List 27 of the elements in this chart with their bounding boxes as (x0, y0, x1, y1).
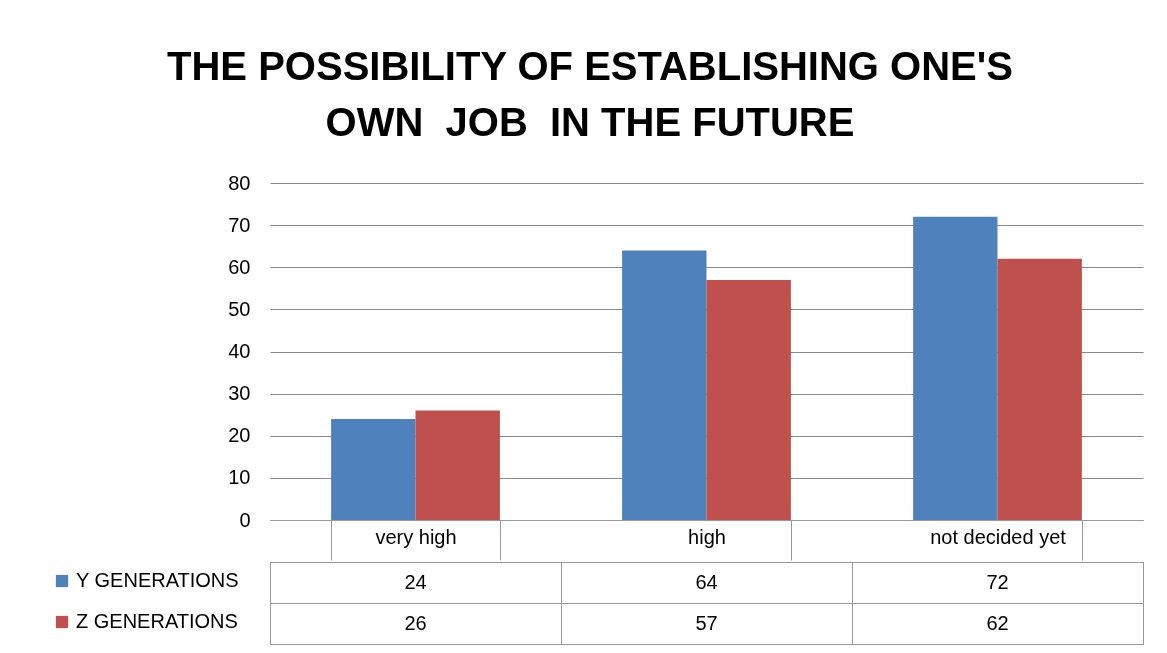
y-tick-label: 0 (239, 508, 251, 531)
x-tick-label: high (688, 525, 726, 548)
y-tick-label: 10 (228, 466, 251, 489)
y-tick-label: 30 (228, 382, 251, 405)
data-label: 62 (986, 611, 1009, 634)
y-tick-label: 40 (228, 340, 251, 362)
bar (913, 216, 998, 520)
data-label: 57 (695, 611, 718, 634)
legend-label: Y GENERATIONS (76, 569, 239, 591)
bar (331, 418, 416, 520)
bar (706, 279, 791, 520)
data-label: 24 (404, 570, 427, 593)
data-label: 26 (404, 611, 427, 634)
bar (415, 410, 500, 520)
legend-label: Z GENERATIONS (76, 610, 238, 632)
y-tick-label: 80 (228, 171, 251, 194)
bar (622, 250, 707, 520)
y-tick-label: 70 (228, 213, 251, 236)
data-label: 72 (986, 570, 1009, 593)
chart-title: THE POSSIBILITY OF ESTABLISHING ONE'S OWN JOB IN THE FUTURE (166, 43, 1014, 146)
y-tick-label: 20 (228, 424, 251, 447)
x-tick-label: not decided yet (930, 525, 1067, 548)
x-tick-label: very high (375, 525, 457, 548)
bar (997, 258, 1082, 520)
data-label: 64 (695, 570, 718, 593)
y-tick-label: 60 (228, 255, 251, 278)
y-tick-label: 50 (228, 297, 251, 320)
